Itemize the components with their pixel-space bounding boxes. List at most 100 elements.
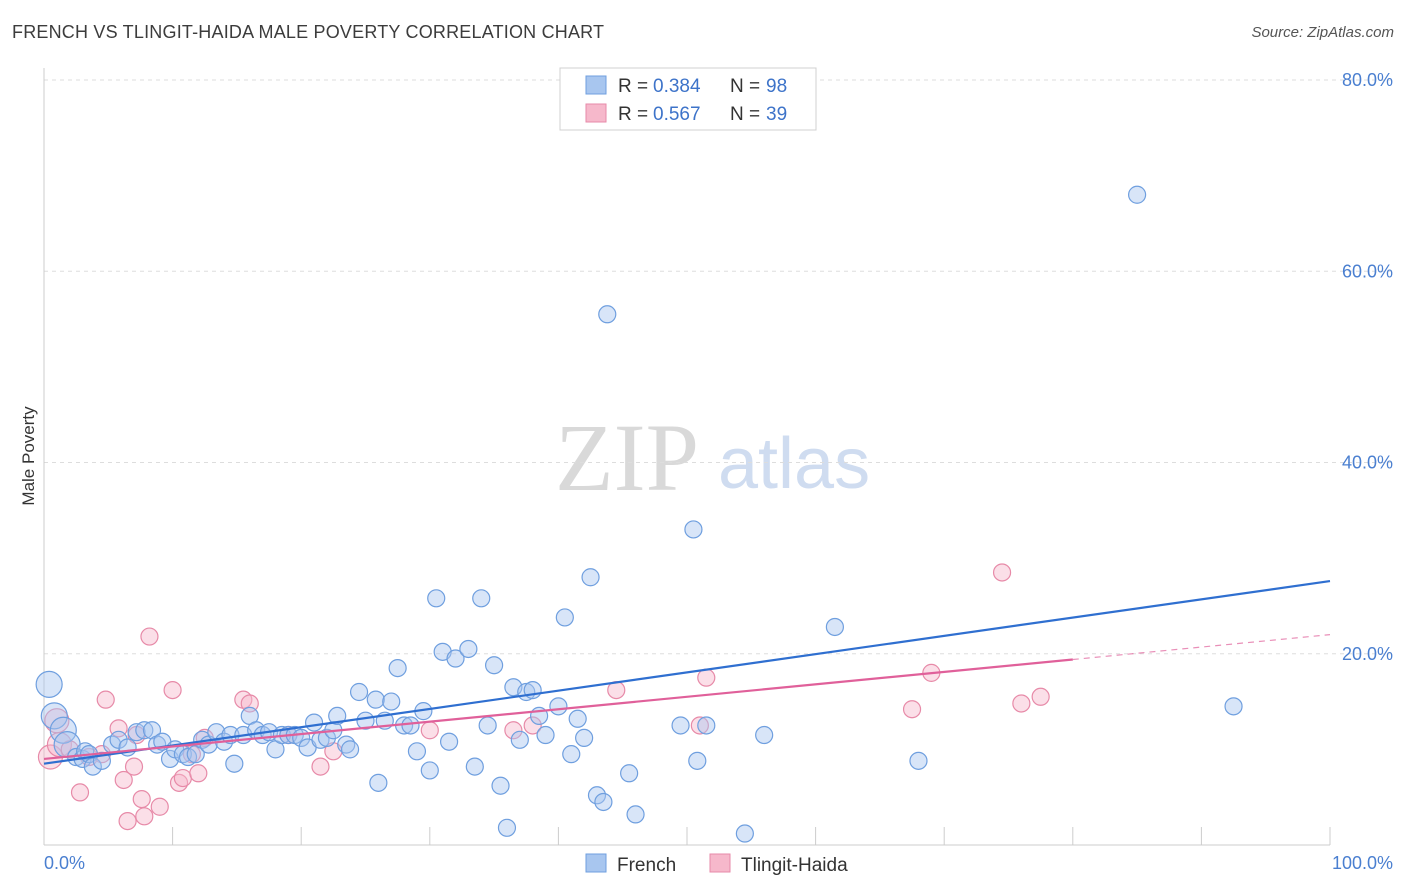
french-point-62 xyxy=(446,649,465,668)
tlingit-point-10 xyxy=(118,811,137,831)
tlingit-point-28 xyxy=(420,721,439,740)
legend-tlingit-r-label: R = xyxy=(618,104,648,125)
french-point-84 xyxy=(598,305,617,324)
tlingit-point-32 xyxy=(690,716,709,735)
tlingit-point-30 xyxy=(523,716,542,735)
french-point-89 xyxy=(688,751,707,770)
french-point-56 xyxy=(407,742,427,761)
bottom-legend-tlingit-swatch xyxy=(709,853,731,873)
tlingit-point-19 xyxy=(173,768,192,788)
french-point-25 xyxy=(207,723,226,742)
y-tick-label-1: 40.0% xyxy=(1342,453,1393,473)
tlingit-point-13 xyxy=(132,789,151,809)
legend-french-n-label: N = xyxy=(730,76,760,97)
y-tick-label-2: 60.0% xyxy=(1342,261,1393,281)
french-point-52 xyxy=(382,692,401,711)
french-point-66 xyxy=(478,716,497,735)
tlingit-point-29 xyxy=(504,721,523,740)
tlingit-point-37 xyxy=(1012,694,1031,713)
x-tick-label-1: 100.0% xyxy=(1332,853,1393,873)
y-tick-label-3: 80.0% xyxy=(1342,70,1393,90)
tlingit-point-9 xyxy=(114,770,133,790)
french-point-79 xyxy=(568,709,587,728)
french-point-49 xyxy=(366,690,385,709)
french-point-15 xyxy=(142,721,162,740)
french-point-1 xyxy=(40,702,68,730)
french-point-61 xyxy=(439,732,459,751)
french-point-88 xyxy=(684,520,703,539)
tlingit-point-11 xyxy=(124,757,144,776)
legend-tlingit-n-value: 39 xyxy=(766,104,787,125)
tlingit-point-38 xyxy=(1031,687,1050,706)
french-point-55 xyxy=(401,716,420,735)
tlingit-trend-extension xyxy=(1072,634,1331,661)
gridlines xyxy=(44,79,1395,655)
french-point-75 xyxy=(536,725,555,745)
legend-tlingit-swatch xyxy=(585,103,607,123)
french-point-63 xyxy=(459,639,478,659)
french-point-14 xyxy=(135,721,154,740)
french-trend-line xyxy=(43,579,1331,765)
french-point-78 xyxy=(562,745,581,764)
axes xyxy=(43,68,1331,846)
bottom-legend-tlingit-label: Tlingit-Haida xyxy=(741,855,848,876)
tlingit-point-26 xyxy=(311,757,330,776)
y-axis-label: Male Poverty xyxy=(19,406,38,506)
french-point-68 xyxy=(491,776,510,795)
french-point-86 xyxy=(626,805,645,824)
x-tick-labels: 0.0% 100.0% xyxy=(44,853,1393,873)
french-point-69 xyxy=(497,818,517,837)
tlingit-point-36 xyxy=(992,563,1012,582)
french-point-96 xyxy=(1224,697,1243,716)
tlingit-point-34 xyxy=(902,700,922,719)
french-point-47 xyxy=(349,682,369,702)
french-point-90 xyxy=(697,716,716,735)
french-point-82 xyxy=(587,786,607,805)
tlingit-point-15 xyxy=(140,627,159,646)
french-point-94 xyxy=(909,751,928,770)
legend-french-n-value: 98 xyxy=(766,76,787,97)
y-tick-label-0: 20.0% xyxy=(1342,644,1393,664)
tlingit-point-33 xyxy=(697,668,716,687)
bottom-legend-french-label: French xyxy=(617,855,676,876)
chart-title: FRENCH VS TLINGIT-HAIDA MALE POVERTY COR… xyxy=(12,22,605,42)
legend-french-r-value: 0.384 xyxy=(653,76,701,97)
legend: R = 0.384 N = 98 R = 0.567 N = 39 xyxy=(559,67,817,131)
watermark-zip: ZIP xyxy=(555,404,699,511)
french-point-92 xyxy=(755,725,774,745)
tlingit-point-7 xyxy=(96,690,115,709)
bottom-legend: French Tlingit-Haida xyxy=(585,853,848,876)
tlingit-point-21 xyxy=(189,764,208,783)
tlingit-point-16 xyxy=(150,797,169,816)
watermark-atlas: atlas xyxy=(718,424,870,504)
tlingit-point-24 xyxy=(240,694,259,713)
french-point-28 xyxy=(225,754,244,773)
french-point-87 xyxy=(671,716,690,735)
french-point-67 xyxy=(485,656,504,675)
tlingit-point-14 xyxy=(135,807,154,826)
french-point-85 xyxy=(620,764,639,783)
french-point-0 xyxy=(35,670,63,698)
tlingit-trend-line xyxy=(43,658,1073,761)
legend-tlingit-r-value: 0.567 xyxy=(653,104,701,125)
french-point-80 xyxy=(575,728,594,748)
tlingit-point-17 xyxy=(163,680,182,700)
french-point-93 xyxy=(825,617,844,637)
french-point-81 xyxy=(581,568,600,587)
french-point-46 xyxy=(340,740,360,759)
french-point-95 xyxy=(1127,185,1147,204)
french-point-53 xyxy=(388,658,407,678)
trend-lines xyxy=(43,579,1331,765)
french-point-64 xyxy=(465,757,484,776)
french-point-91 xyxy=(735,824,754,843)
tlingit-haida-points xyxy=(37,563,1050,831)
french-point-51 xyxy=(369,773,388,792)
french-point-59 xyxy=(427,589,446,608)
legend-tlingit-n-label: N = xyxy=(730,104,760,125)
french-point-71 xyxy=(510,730,529,749)
legend-french-swatch xyxy=(585,75,607,95)
chart-source: Source: ZipAtlas.com xyxy=(1251,24,1394,41)
french-point-40 xyxy=(304,713,324,732)
french-point-76 xyxy=(549,697,568,716)
